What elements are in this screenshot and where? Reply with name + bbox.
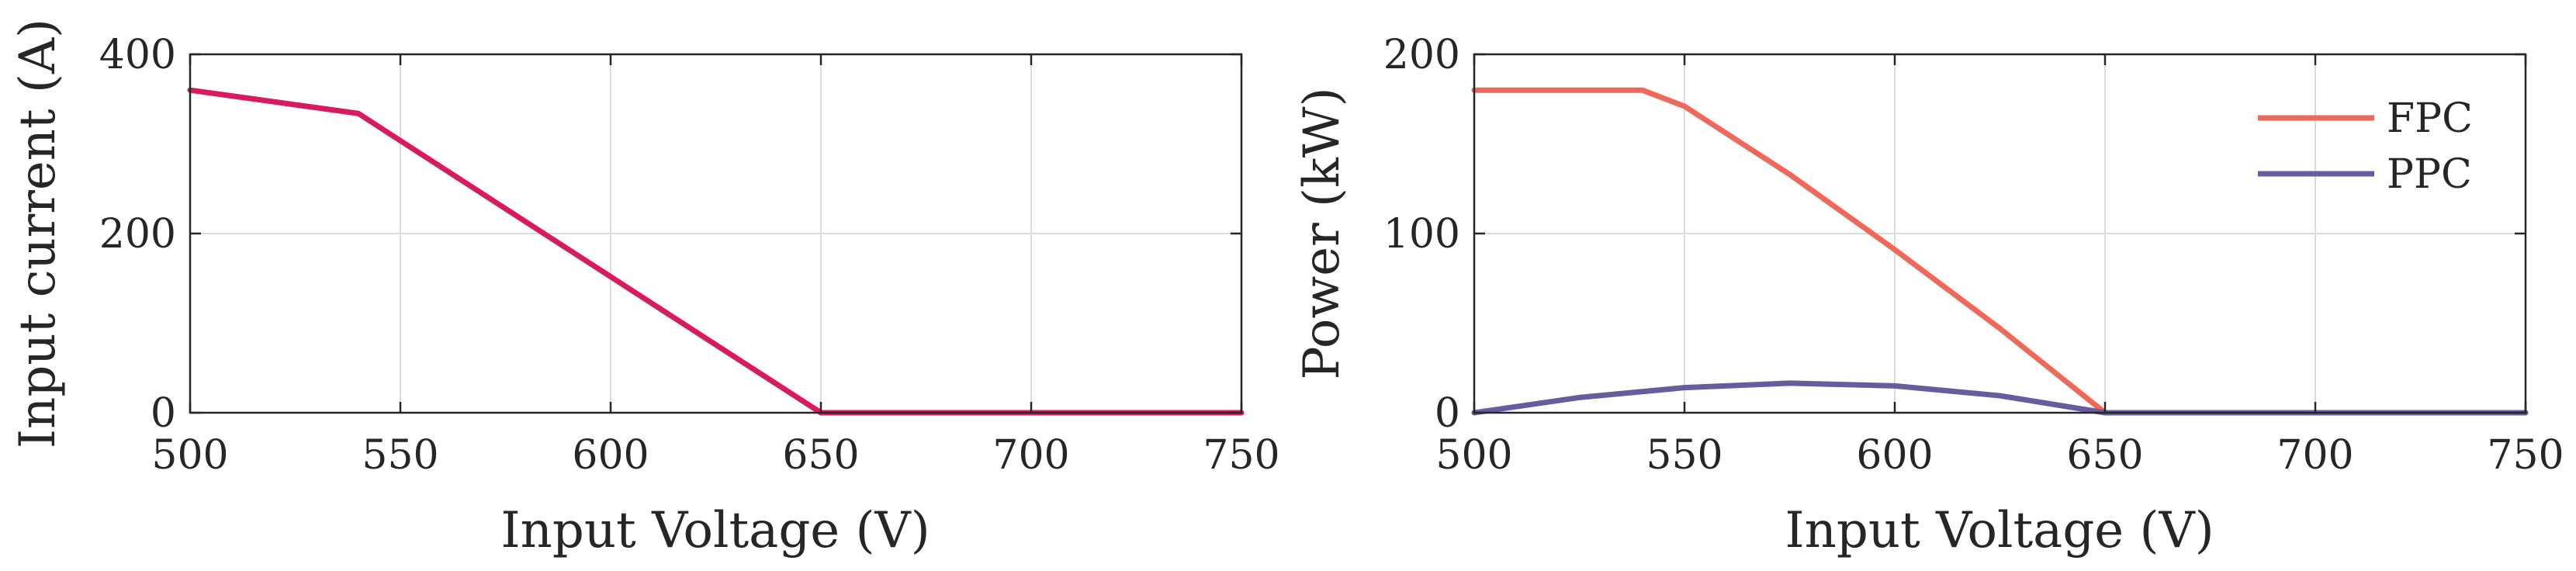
y-tick-labels: 0 100 200 bbox=[1383, 32, 1460, 437]
x-tick-labels: 500 550 600 650 700 750 bbox=[1435, 432, 2564, 479]
series-line-fpc bbox=[1471, 87, 2529, 416]
y-tick-labels: 0 200 400 bbox=[99, 32, 176, 437]
x-tick-label: 500 bbox=[151, 432, 228, 479]
y-tick-label: 0 bbox=[1435, 390, 1460, 437]
y-axis-label: Power (kW) bbox=[1293, 87, 1351, 379]
series-line-ppc bbox=[1471, 380, 2529, 416]
series-lines bbox=[1471, 87, 2529, 416]
tick-marks bbox=[189, 53, 1243, 414]
y-tick-label: 400 bbox=[99, 32, 176, 78]
x-tick-label: 500 bbox=[1435, 432, 1512, 479]
legend: FPC PPC bbox=[2258, 95, 2473, 198]
x-tick-label: 750 bbox=[2487, 432, 2564, 479]
x-tick-label: 550 bbox=[1646, 432, 1723, 479]
y-tick-label: 100 bbox=[1383, 211, 1460, 258]
legend-label-ppc: PPC bbox=[2387, 151, 2472, 198]
y-axis-label: Input current (A) bbox=[9, 19, 67, 448]
x-tick-label: 750 bbox=[1203, 432, 1279, 479]
x-tick-label: 700 bbox=[992, 432, 1069, 479]
x-tick-label: 650 bbox=[782, 432, 859, 479]
chart-input-current: 500 550 600 650 700 750 0 200 400 Input Voltage… bbox=[9, 19, 1280, 559]
tick-marks bbox=[1473, 53, 2527, 414]
y-tick-label: 200 bbox=[99, 211, 176, 258]
x-tick-label: 600 bbox=[572, 432, 649, 479]
x-tick-labels: 500 550 600 650 700 750 bbox=[151, 432, 1279, 479]
chart-power: 500 550 600 650 700 750 0 100 200 Input Voltage… bbox=[1293, 32, 2564, 559]
x-tick-label: 650 bbox=[2066, 432, 2143, 479]
x-axis-label: Input Voltage (V) bbox=[1785, 502, 2214, 559]
x-tick-label: 700 bbox=[2277, 432, 2353, 479]
x-axis-label: Input Voltage (V) bbox=[500, 502, 930, 559]
legend-label-fpc: FPC bbox=[2387, 95, 2473, 142]
x-tick-label: 550 bbox=[362, 432, 438, 479]
x-tick-label: 600 bbox=[1856, 432, 1933, 479]
y-tick-label: 0 bbox=[151, 390, 176, 437]
y-tick-label: 200 bbox=[1383, 32, 1460, 78]
